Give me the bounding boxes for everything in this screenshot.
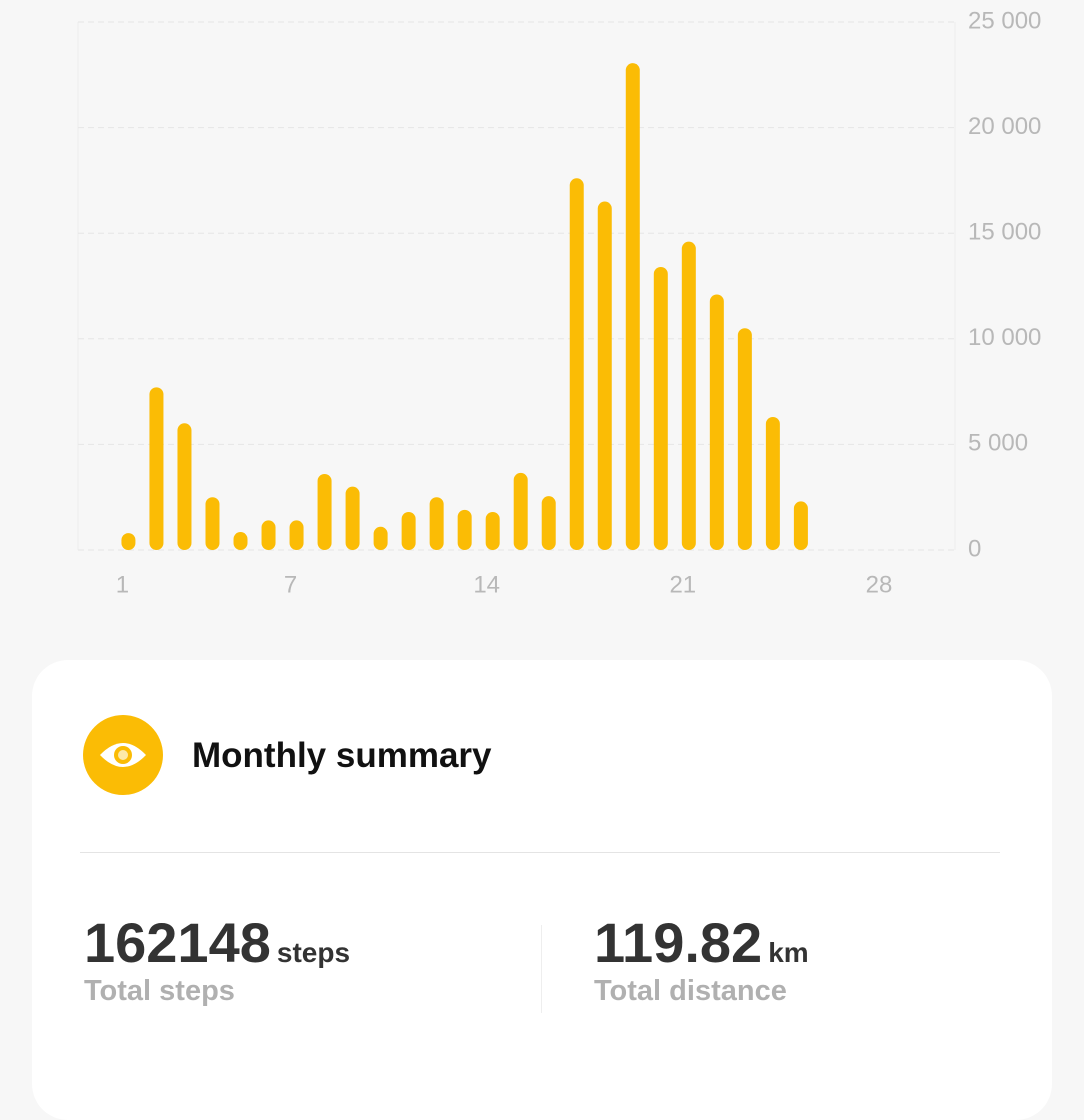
bar: [681, 241, 696, 550]
stat-unit: steps: [276, 937, 351, 968]
bar: [345, 486, 360, 550]
bar: [653, 266, 668, 550]
bar: [289, 520, 304, 550]
divider: [541, 925, 542, 1013]
stat-value: 162148: [84, 911, 271, 974]
bar: [457, 509, 472, 550]
stat-label: Total distance: [594, 975, 787, 1007]
stat-value: 119.82: [594, 911, 763, 974]
x-tick-label: 21: [669, 571, 696, 598]
y-tick-label: 25 000: [968, 7, 1041, 34]
stat: 162148 steps Total steps: [84, 910, 350, 1008]
bar: [177, 423, 192, 550]
page: 0 5 000 10 000 15 000 20 000 25 000 1 7 14 21 28 M…: [77, 7, 1042, 1013]
bar: [317, 473, 332, 550]
x-tick-label: 1: [116, 571, 129, 598]
divider: [80, 852, 1000, 853]
bar: [709, 294, 724, 550]
y-tick-label: 15 000: [968, 219, 1041, 246]
bar: [569, 178, 584, 550]
summary-icon: [83, 715, 163, 795]
x-tick-label: 14: [473, 571, 500, 598]
bar: [625, 63, 640, 551]
bar: [737, 328, 752, 550]
stat-label: Total steps: [84, 975, 235, 1007]
y-tick-label: 5 000: [968, 430, 1028, 457]
bar: [121, 533, 136, 550]
bar: [485, 511, 500, 550]
summary-card: Monthly summary 162148 steps Total steps …: [32, 660, 1052, 1120]
bar: [373, 526, 388, 550]
bar: [149, 387, 164, 550]
stat: 119.82 km Total distance: [594, 910, 809, 1008]
bar: [429, 497, 444, 550]
x-tick-label: 7: [284, 571, 297, 598]
bar: [205, 497, 220, 550]
bar: [765, 416, 780, 550]
stat-unit: km: [768, 937, 809, 968]
bar: [261, 520, 276, 550]
y-tick-label: 20 000: [968, 113, 1041, 140]
x-tick-label: 28: [866, 571, 893, 598]
summary-title: Monthly summary: [192, 736, 492, 775]
bar: [401, 511, 416, 550]
bar: [597, 201, 612, 550]
y-tick-label: 0: [968, 535, 981, 562]
chart: 0 5 000 10 000 15 000 20 000 25 000 1 7 14 21 28: [77, 7, 1041, 598]
y-tick-label: 10 000: [968, 324, 1041, 351]
bar: [233, 532, 248, 550]
bar: [541, 496, 556, 550]
bar: [793, 501, 808, 550]
bar: [513, 472, 528, 550]
